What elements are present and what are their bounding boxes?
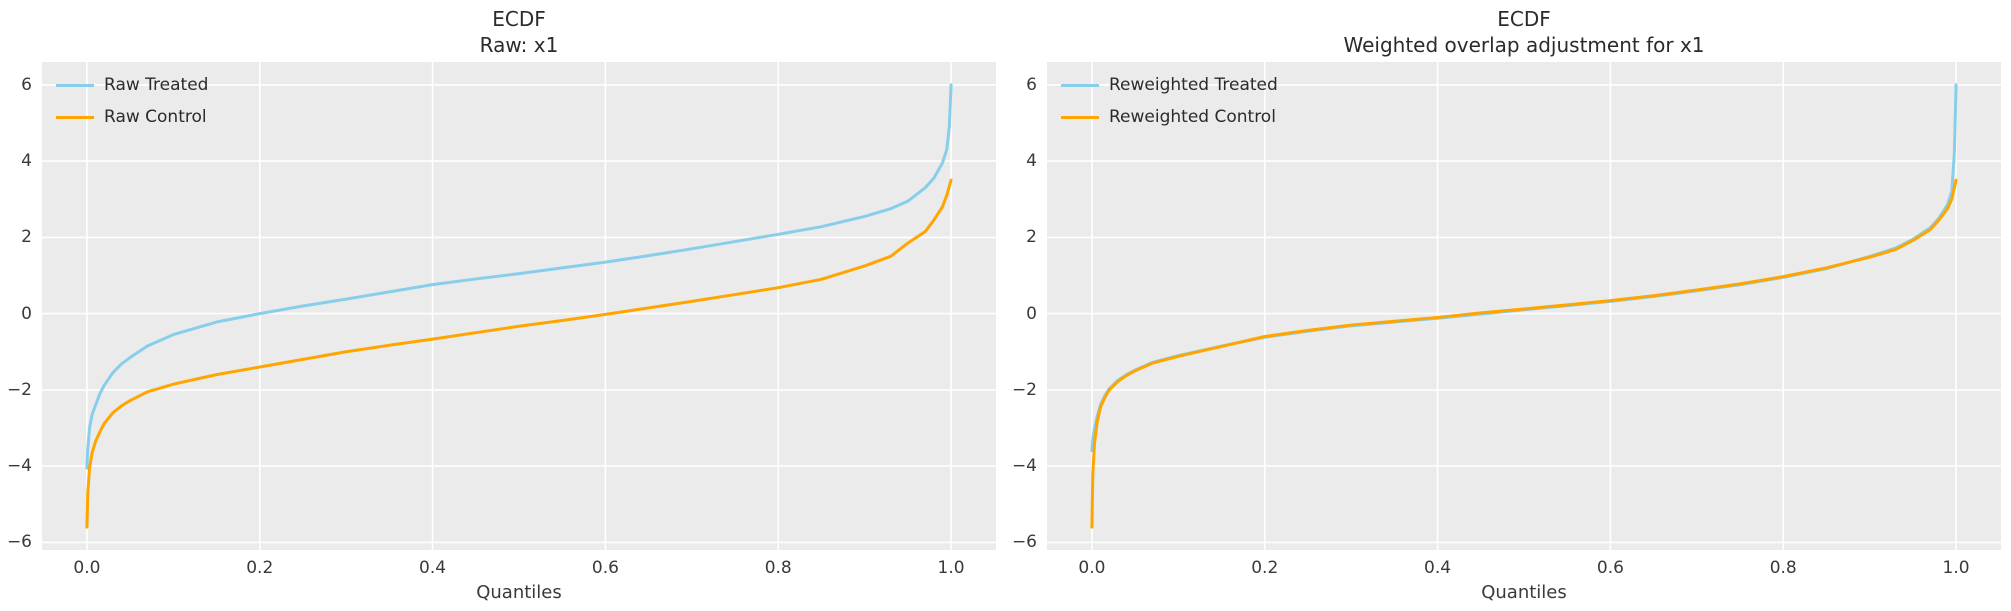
y-tick-label: 2 <box>21 227 32 248</box>
y-tick-label: 0 <box>21 303 32 324</box>
legend-item: Raw Control <box>42 101 208 133</box>
x-axis-label: Quantiles <box>476 582 562 603</box>
axes-background <box>1047 62 2001 550</box>
legend-line-swatch <box>56 83 94 87</box>
chart-title-block: ECDF Raw: x1 <box>42 6 996 58</box>
x-tick-label: 0.6 <box>591 558 619 578</box>
y-tick-label: 0 <box>1026 303 1037 324</box>
gridlines <box>1047 62 2001 550</box>
x-tick-label: 0.8 <box>764 558 792 578</box>
chart-subtitle: Raw: x1 <box>479 33 559 57</box>
legend-item: Reweighted Treated <box>1047 69 1278 101</box>
legend-label: Raw Treated <box>104 75 209 95</box>
y-tick-label: 4 <box>1026 151 1037 172</box>
gridlines <box>42 62 996 550</box>
y-tick-label: 2 <box>1026 227 1037 248</box>
legend-label: Raw Control <box>104 107 207 127</box>
y-tick-label: −4 <box>6 456 32 477</box>
legend-label: Reweighted Control <box>1109 107 1276 127</box>
y-tick-label: −2 <box>1011 379 1037 400</box>
y-tick-label: −6 <box>1011 532 1037 553</box>
x-tick-label: 0.2 <box>246 558 274 578</box>
x-tick-label: 0.6 <box>1596 558 1624 578</box>
y-tick-label: −2 <box>6 379 32 400</box>
chart-title: ECDF <box>1497 7 1551 31</box>
legend-item: Reweighted Control <box>1047 101 1278 133</box>
y-tick-label: −6 <box>6 532 32 553</box>
axes-background <box>42 62 996 550</box>
x-axis-label: Quantiles <box>1481 582 1567 603</box>
x-tick-label: 0.4 <box>1424 558 1452 578</box>
chart-title: ECDF <box>492 7 546 31</box>
x-tick-label: 0.0 <box>73 558 101 578</box>
x-tick-label: 0.0 <box>1078 558 1106 578</box>
legend-label: Reweighted Treated <box>1109 75 1278 95</box>
y-tick-label: −4 <box>1011 456 1037 477</box>
y-tick-label: 4 <box>21 151 32 172</box>
y-tick-label: 6 <box>21 74 32 95</box>
plot-canvas <box>42 62 996 550</box>
legend-line-swatch <box>1061 115 1099 119</box>
legend: Raw Treated Raw Control <box>42 69 208 133</box>
x-tick-label: 1.0 <box>937 558 965 578</box>
raw-treated-line <box>85 83 953 470</box>
reweighted-control-line <box>1090 178 1958 529</box>
legend: Reweighted Treated Reweighted Control <box>1047 69 1278 133</box>
legend-line-swatch <box>1061 83 1099 87</box>
plot-canvas <box>1047 62 2001 550</box>
legend-item: Raw Treated <box>42 69 208 101</box>
x-tick-label: 1.0 <box>1942 558 1970 578</box>
chart-title-block: ECDF Weighted overlap adjustment for x1 <box>1047 6 2001 58</box>
raw-control-line <box>85 178 953 529</box>
x-tick-label: 0.2 <box>1251 558 1279 578</box>
x-tick-label: 0.4 <box>419 558 447 578</box>
chart-subtitle: Weighted overlap adjustment for x1 <box>1343 33 1705 57</box>
y-tick-label: 6 <box>1026 74 1037 95</box>
x-tick-label: 0.8 <box>1769 558 1797 578</box>
legend-line-swatch <box>56 115 94 119</box>
